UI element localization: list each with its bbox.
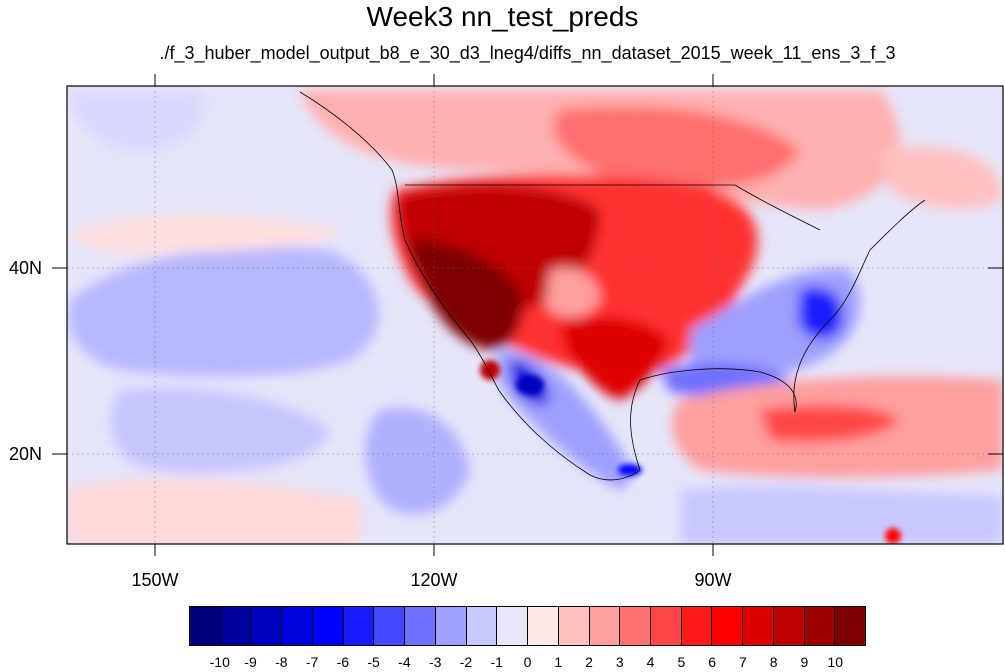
axis-ticks [52,74,1003,556]
colorbar-tick-label: -8 [275,654,288,670]
colorbar-tick-label: 2 [585,654,593,670]
colorbar-swatch [251,607,283,645]
colorbar-swatch [282,607,313,645]
colorbar-tick-label: -7 [305,654,319,670]
colorbar-swatch [312,607,344,645]
colorbar-tick-label: -1 [490,654,503,670]
colorbar-tick-label: 5 [677,654,686,670]
colorbar-swatch [620,607,652,645]
pacific-warm-strip [70,215,340,255]
colorbar [189,606,866,646]
colorbar-swatch [220,607,252,645]
caribbean-warm-core [760,404,900,442]
colorbar-swatch [589,607,621,645]
latitude-label-40n: 40N [8,258,42,278]
map-frame [66,85,1004,545]
coastlines [299,91,926,481]
us-warm-southwest [410,240,523,350]
grid [67,86,1003,544]
colorbar-swatch [497,607,529,645]
colorbar-tick-label: -5 [367,654,380,670]
us-canada-border [405,184,821,231]
colorbar-tick-label: -6 [336,654,350,670]
colorbar-swatch [681,607,713,645]
colorbar-tick-label: -10 [209,654,230,670]
colorbar-tick-label: 0 [523,654,532,670]
atlantic-warm-north [880,146,1003,209]
colorbar-tick-label: 8 [769,654,778,670]
colorbar-swatch [835,607,866,645]
canada-warm-core [553,106,800,188]
colorbar-swatch [651,607,682,645]
colorbar-swatch [374,607,406,645]
longitude-label-90w: 90W [694,570,732,590]
colorbar-swatch [528,607,559,645]
east-coast-line [793,199,926,413]
pacific-warm-strip-2 [67,479,360,544]
alaska-cool-patch [70,90,206,152]
colorbar-swatch [343,607,375,645]
longitude-label-150w: 150W [131,570,179,590]
baja-warm-spot [480,360,500,380]
colorbar-swatch [712,607,744,645]
mexico-cool-spot [516,375,544,395]
colorbar-swatch [773,607,805,645]
colorbar-swatch [405,607,436,645]
colorbar-swatch [435,607,467,645]
colorbar-tick-label: -4 [398,654,411,670]
pacific-cool-patch-3 [365,407,470,515]
map-subtitle: ./f_3_huber_model_output_b8_e_30_d3_lneg… [159,43,896,63]
latitude-label-20n: 20N [8,444,42,464]
colorbar-swatch [558,607,590,645]
map-plot [52,74,1004,556]
central-us-lighter [545,267,600,318]
atlantic-cool-south [680,485,1003,544]
colorbar-swatch [190,607,221,645]
map-title: Week3 nn_test_preds [366,1,639,32]
longitude-label-120w: 120W [410,570,458,590]
colorbar-tick-label: 10 [827,654,843,670]
colorbar-tick-label: 7 [739,654,747,670]
colorbar-tick-label: 6 [708,654,717,670]
colorbar-swatch [743,607,774,645]
colorbar-tick-label: -3 [428,654,442,670]
colorbar-tick-label: 4 [646,654,655,670]
anomaly-field [67,86,1003,544]
colorbar-tick-label: -2 [459,654,473,670]
mexico-coast-line [499,391,641,481]
colorbar-tick-label: -9 [244,654,257,670]
colorbar-tick-label: 9 [800,654,809,670]
east-coast-cool-core [798,287,843,339]
colorbar-tick-label: 3 [615,654,624,670]
pacific-cool-patch-2 [110,387,330,474]
gulf-coast-line [630,368,797,471]
pacific-cool-patch [67,246,379,377]
colorbar-swatch [466,607,498,645]
caribbean-hot-spot [885,528,901,544]
colorbar-swatch [804,607,836,645]
west-coast-line [299,91,501,393]
colorbar-tick-label: 1 [554,654,563,670]
